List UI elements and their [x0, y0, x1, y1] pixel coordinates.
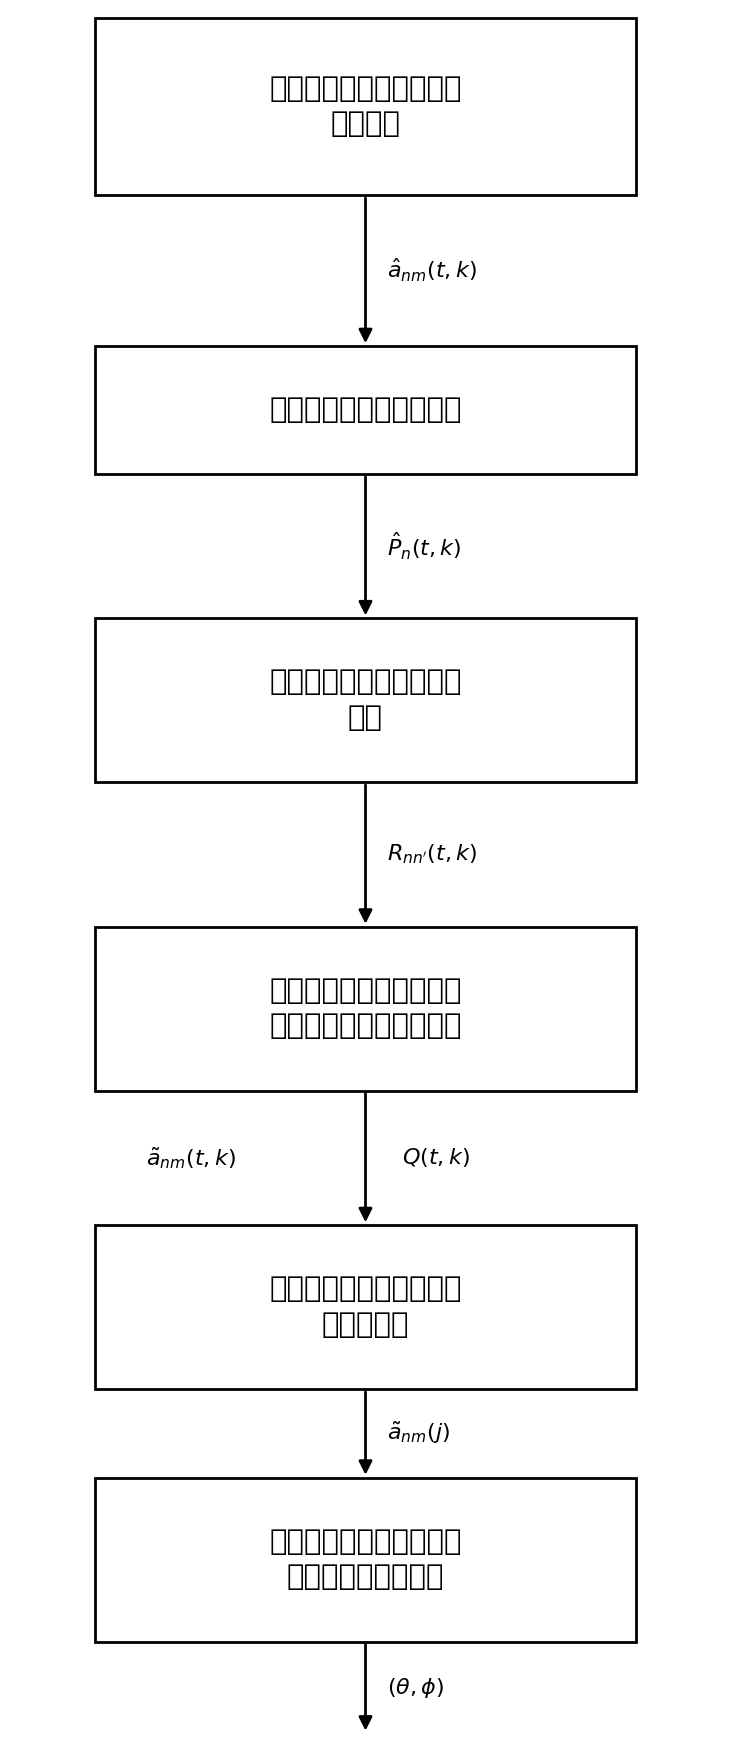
Text: $(\theta,\phi)$: $(\theta,\phi)$: [387, 1675, 444, 1700]
Text: 由可靠特征波束阶数进行
时频点筛选: 由可靠特征波束阶数进行 时频点筛选: [269, 1275, 462, 1338]
Text: $\hat{a}_{nm}(t,k)$: $\hat{a}_{nm}(t,k)$: [387, 257, 477, 284]
FancyBboxPatch shape: [95, 18, 636, 196]
FancyBboxPatch shape: [95, 1225, 636, 1389]
Text: $\tilde{a}_{nm}(t,k)$: $\tilde{a}_{nm}(t,k)$: [146, 1144, 236, 1171]
FancyBboxPatch shape: [95, 619, 636, 783]
Text: $R_{nn'}(t,k)$: $R_{nn'}(t,k)$: [387, 843, 478, 866]
FancyBboxPatch shape: [95, 346, 636, 474]
Text: $\hat{P}_n(t,k)$: $\hat{P}_n(t,k)$: [387, 531, 462, 562]
Text: $Q(t,k)$: $Q(t,k)$: [402, 1146, 470, 1169]
Text: 由平均阶间功率相似性检
测因子确定可靠特征波束: 由平均阶间功率相似性检 测因子确定可靠特征波束: [269, 977, 462, 1040]
Text: 离散球傅里叶变换和模式
强度补偿: 离散球傅里叶变换和模式 强度补偿: [269, 74, 462, 139]
Text: $\tilde{a}_{nm}(j)$: $\tilde{a}_{nm}(j)$: [387, 1421, 450, 1446]
Text: 由特征波束计算每阶功率: 由特征波束计算每阶功率: [269, 397, 462, 423]
Text: 计算每阶功率相似性检测
因子: 计算每阶功率相似性检测 因子: [269, 668, 462, 732]
Text: 由筛选出的时频点的可靠
阶特征波束进行定位: 由筛选出的时频点的可靠 阶特征波束进行定位: [269, 1529, 462, 1592]
FancyBboxPatch shape: [95, 927, 636, 1091]
FancyBboxPatch shape: [95, 1477, 636, 1641]
